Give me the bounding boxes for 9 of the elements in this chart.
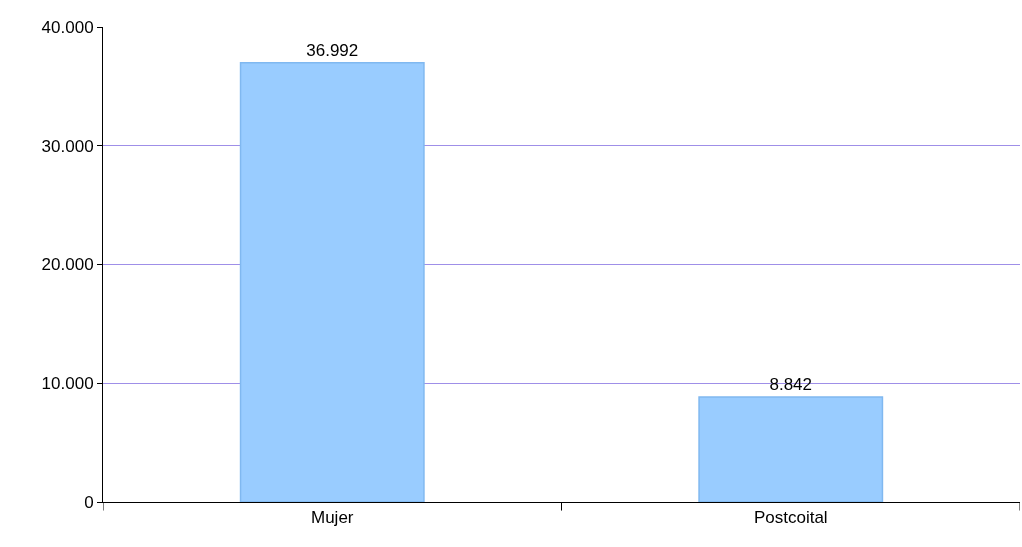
y-tick-label: 10.000: [41, 374, 94, 394]
y-tick-label: 20.000: [41, 255, 94, 275]
data-label: 36.992: [306, 40, 359, 60]
data-label: 8.842: [769, 375, 813, 394]
x-tick-label: Mujer: [310, 508, 354, 528]
y-tick-label: 0: [84, 492, 94, 512]
x-tick-label: Postcoital: [753, 508, 828, 528]
y-tick-label: 30.000: [41, 136, 94, 156]
y-tick-label: 40.000: [41, 17, 94, 37]
